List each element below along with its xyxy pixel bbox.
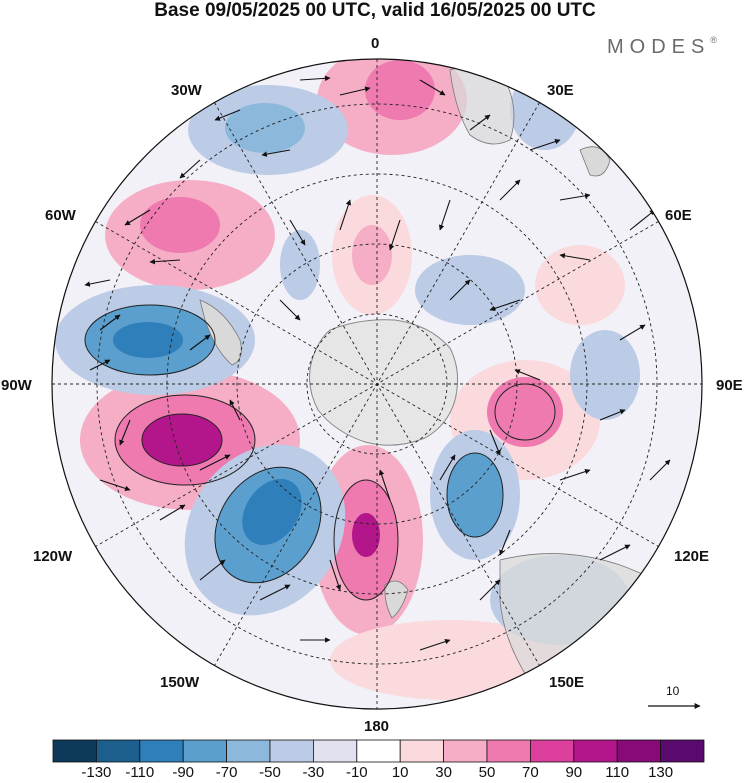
- colorbar-swatch: [182, 739, 227, 763]
- colorbar-tick-label: -110: [125, 764, 155, 781]
- positive-anomaly: [535, 245, 625, 325]
- colorbar-swatch: [269, 739, 314, 763]
- lon-label-30w: 30W: [171, 82, 202, 99]
- colorbar-tick-label: 50: [478, 764, 496, 781]
- colorbar-swatch: [660, 739, 705, 763]
- colorbar: [52, 739, 705, 763]
- colorbar-tick-label: 10: [391, 764, 409, 781]
- australia: [499, 553, 702, 709]
- colorbar-tick-label: 110: [605, 764, 630, 781]
- modes-logo: MODES®: [607, 35, 717, 59]
- colorbar-tick-label: 90: [565, 764, 583, 781]
- colorbar-swatch: [443, 739, 488, 763]
- lon-label-0: 0: [371, 35, 380, 52]
- graticule: [52, 59, 702, 709]
- lon-label-60w: 60W: [45, 207, 76, 224]
- lon-label-120e: 120E: [674, 548, 710, 565]
- new-zealand: [384, 580, 409, 619]
- negative-anomaly-core: [447, 453, 503, 537]
- reference-vector-label: 10: [666, 684, 680, 698]
- colorbar-tick-label: 130: [648, 764, 674, 781]
- lon-label-180: 180: [364, 718, 390, 735]
- map-boundary: [51, 58, 703, 710]
- contour-lines: [84, 304, 556, 601]
- colorbar-swatch: [486, 739, 531, 763]
- colorbar-swatch: [573, 739, 618, 763]
- map-title: Base 09/05/2025 00 UTC, valid 16/05/2025…: [154, 0, 596, 21]
- colorbar-tick-label: 70: [522, 764, 539, 781]
- positive-anomaly-core: [140, 197, 220, 253]
- positive-anomaly-core: [142, 414, 222, 466]
- positive-anomaly-core: [487, 377, 563, 447]
- colorbar-swatch: [356, 739, 401, 763]
- map-disc: [52, 59, 702, 709]
- colorbar-tick-label: -30: [302, 764, 325, 781]
- colorbar-tick-label: 30: [435, 764, 452, 781]
- lon-label-150e: 150E: [549, 674, 585, 691]
- colorbar-swatch: [530, 739, 575, 763]
- negative-anomaly-core: [242, 478, 302, 546]
- colorbar-tick-label: -90: [172, 764, 195, 781]
- colorbar-tick-label: -10: [345, 764, 368, 781]
- lon-label-60e: 60E: [665, 207, 692, 224]
- brand-name: MODES: [607, 36, 711, 58]
- lon-label-90w: 90W: [1, 377, 32, 394]
- negative-anomaly: [570, 330, 640, 420]
- lon-label-90e: 90E: [716, 377, 743, 394]
- positive-anomaly-core: [365, 60, 435, 120]
- negative-anomaly-core: [113, 322, 183, 358]
- madagascar: [579, 146, 611, 177]
- registered-mark: ®: [710, 35, 717, 46]
- positive-anomaly-core: [352, 513, 380, 557]
- colorbar-swatch: [399, 739, 445, 763]
- colorbar-tick-label: -50: [259, 764, 281, 781]
- negative-anomaly: [280, 230, 320, 300]
- colorbar-tick-label: -130: [81, 764, 112, 781]
- colorbar-swatch: [52, 739, 97, 763]
- colorbar-swatch: [139, 739, 184, 763]
- lon-label-30e: 30E: [547, 82, 574, 99]
- colorbar-swatch: [312, 739, 358, 763]
- colorbar-tick-label: -70: [215, 764, 238, 781]
- colorbar-swatch: [616, 739, 662, 763]
- colorbar-swatch: [96, 739, 141, 763]
- colorbar-swatch: [226, 739, 271, 763]
- positive-anomaly-core: [352, 225, 392, 285]
- lon-label-150w: 150W: [160, 674, 200, 691]
- lon-label-120w: 120W: [33, 548, 73, 565]
- south-america-tip: [199, 299, 242, 366]
- antarctica: [309, 319, 459, 446]
- negative-anomaly-core: [225, 103, 305, 153]
